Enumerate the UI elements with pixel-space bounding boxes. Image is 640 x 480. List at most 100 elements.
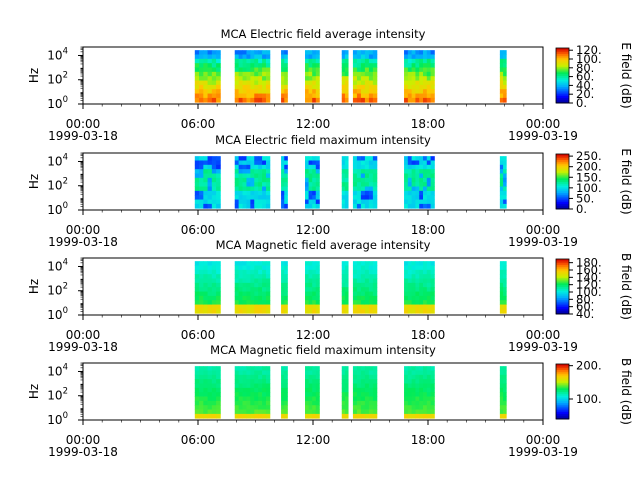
heatmap-cell	[242, 169, 247, 174]
heatmap-cell	[242, 177, 247, 183]
heatmap-cell	[407, 387, 413, 393]
colorbar-swatch	[556, 406, 569, 409]
heatmap-cell	[364, 50, 370, 55]
heatmap-cell	[407, 400, 413, 406]
heatmap-cell	[265, 287, 271, 292]
heatmap-cell	[238, 203, 243, 209]
heatmap-cell	[415, 84, 420, 90]
heatmap-cell	[356, 269, 362, 275]
heatmap-cell	[407, 63, 413, 68]
heatmap-cell	[364, 261, 370, 266]
heatmap-cell	[341, 80, 346, 86]
heatmap-cell	[407, 58, 413, 64]
heatmap-cell	[430, 265, 435, 271]
colorbar-tick-label: 50.	[576, 191, 594, 205]
heatmap-cell	[284, 405, 288, 410]
heatmap-cell	[356, 379, 362, 384]
colorbar-frame	[555, 47, 570, 104]
heatmap-cell	[419, 278, 424, 284]
heatmap-cell	[211, 282, 217, 288]
heatmap-cell	[250, 300, 255, 305]
heatmap-cell	[372, 374, 378, 380]
heatmap-cell	[426, 195, 431, 200]
heatmap-cell	[344, 58, 349, 64]
heatmap-cell	[254, 300, 259, 305]
colorbar-swatch	[556, 49, 569, 53]
heatmap-cell	[238, 282, 243, 288]
heatmap-cell	[315, 265, 320, 271]
heatmap-cell	[211, 405, 217, 410]
colorbar-swatch	[556, 262, 569, 265]
heatmap-cell	[207, 405, 213, 410]
heatmap-cell	[265, 199, 271, 205]
heatmap-cell	[199, 203, 204, 209]
colorbar-swatch	[556, 397, 569, 400]
heatmap-cell	[199, 287, 204, 292]
heatmap-cell	[499, 300, 504, 305]
heatmap-cell	[315, 71, 320, 77]
heatmap-cell	[419, 287, 424, 292]
heatmap-cell	[203, 379, 208, 384]
heatmap-cell	[407, 409, 413, 415]
heatmap-cell	[254, 58, 259, 64]
heatmap-cell	[250, 186, 255, 192]
heatmap-cell	[250, 396, 255, 402]
heatmap-cell	[258, 295, 263, 301]
heatmap-cell	[360, 199, 366, 205]
heatmap-cell	[315, 169, 320, 174]
heatmap-cell	[284, 76, 288, 81]
heatmap-cell	[423, 308, 428, 314]
heatmap-cell	[312, 97, 317, 103]
heatmap-cell	[305, 287, 310, 292]
colorbar-swatch	[556, 88, 569, 91]
heatmap-cell	[234, 374, 240, 380]
heatmap-cell	[305, 278, 310, 284]
heatmap-cell	[499, 93, 504, 99]
heatmap-cell	[315, 379, 320, 384]
heatmap-cell	[411, 409, 416, 415]
heatmap-cell	[404, 405, 409, 410]
heatmap-cell	[284, 97, 288, 103]
heatmap-cell	[407, 405, 413, 410]
heatmap-cell	[404, 374, 409, 380]
heatmap-cell	[411, 97, 416, 103]
heatmap-cell	[411, 274, 416, 279]
heatmap-cell	[234, 199, 240, 205]
heatmap-cell	[368, 400, 374, 406]
heatmap-cell	[415, 97, 420, 103]
heatmap-cell	[305, 195, 310, 200]
heatmap-cell	[503, 195, 507, 200]
heatmap-cell	[419, 370, 424, 376]
heatmap-cell	[360, 76, 366, 81]
heatmap-cell	[308, 93, 313, 99]
heatmap-cell	[265, 169, 271, 174]
heatmap-cell	[258, 203, 263, 209]
heatmap-cell	[199, 76, 204, 81]
heatmap-cell	[356, 93, 362, 99]
heatmap-cell	[207, 366, 213, 371]
colorbar-tick-label: 250.	[576, 149, 602, 163]
chart-title: MCA Electric field maximum intensity	[215, 133, 431, 147]
heatmap-cell	[368, 379, 374, 384]
heatmap-cell	[242, 160, 247, 166]
heatmap-cell	[499, 195, 504, 200]
heatmap-cell	[254, 199, 259, 205]
heatmap-cell	[262, 173, 267, 179]
heatmap-cell	[203, 182, 208, 187]
heatmap-cell	[430, 71, 435, 77]
heatmap-cell	[411, 295, 416, 301]
heatmap-cell	[242, 261, 247, 266]
heatmap-cell	[207, 67, 213, 73]
heatmap-cell	[356, 164, 362, 170]
heatmap-cell	[203, 278, 208, 284]
heatmap-cell	[203, 173, 208, 179]
heatmap-cell	[404, 186, 409, 192]
heatmap-cell	[352, 300, 358, 305]
heatmap-cell	[407, 76, 413, 81]
heatmap-cell	[238, 291, 243, 297]
heatmap-cell	[415, 274, 420, 279]
x-tick-date: 1999-03-18	[48, 129, 118, 143]
heatmap-cell	[207, 203, 213, 209]
heatmap-cell	[258, 89, 263, 94]
colorbar-swatch	[556, 93, 569, 97]
